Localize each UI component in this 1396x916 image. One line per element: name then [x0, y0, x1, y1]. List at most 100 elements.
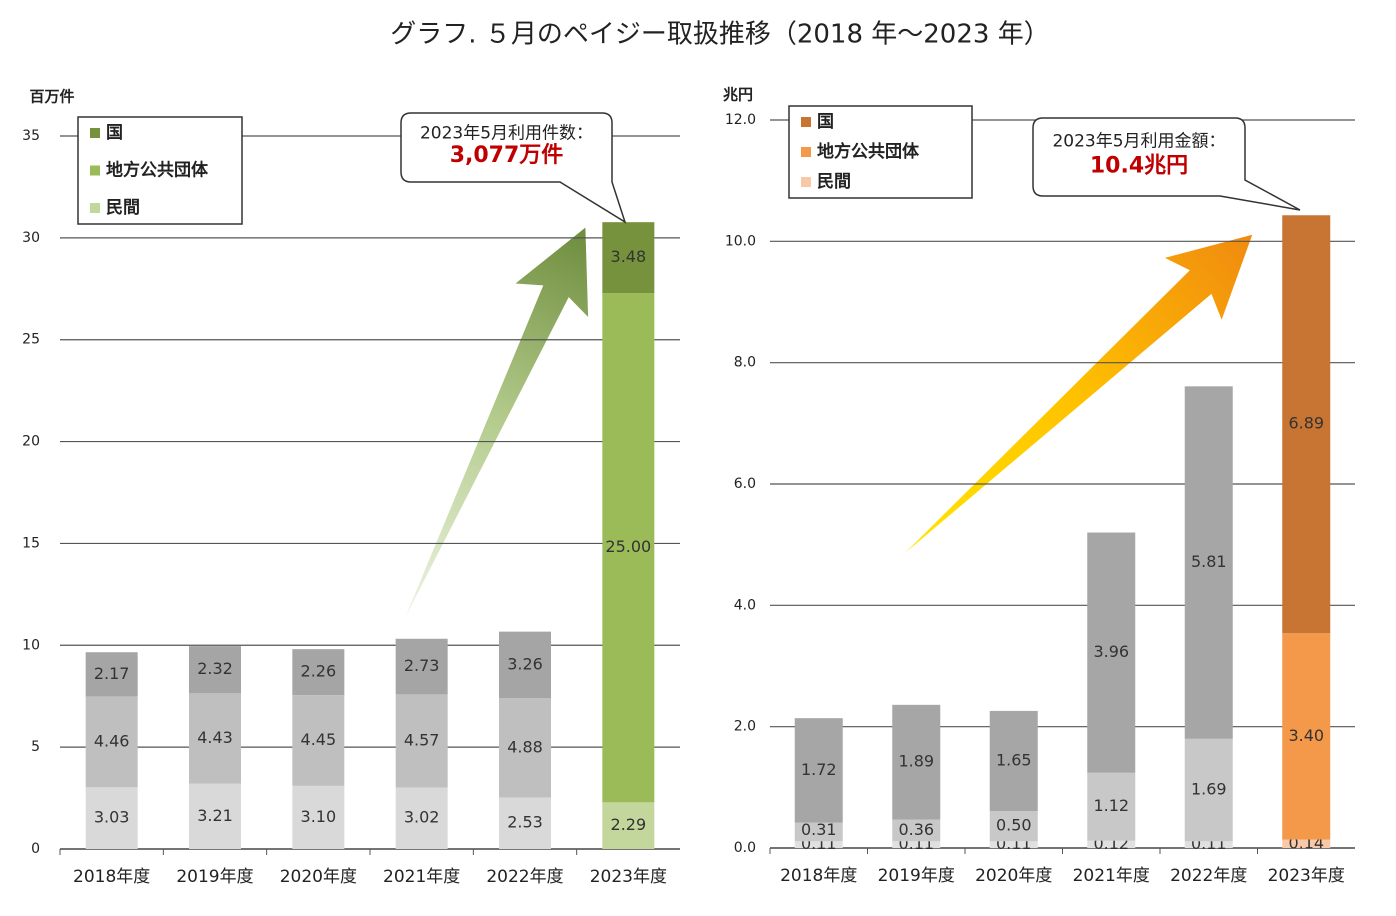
- x-tick-label: 2023年度: [590, 867, 667, 887]
- bar-segment: [1184, 386, 1233, 739]
- bar-segment: [794, 841, 843, 848]
- bar-segment: [499, 797, 551, 849]
- y-tick-label: 15: [22, 535, 40, 551]
- bar-segment: [794, 718, 843, 823]
- data-label: 5.81: [1191, 552, 1227, 571]
- y-tick-label: 4.0: [734, 597, 756, 613]
- data-label: 4.45: [301, 730, 337, 749]
- data-label: 0.50: [996, 816, 1032, 835]
- annotation-value: 10.4兆円: [1090, 153, 1188, 178]
- bar-segment: [1184, 738, 1233, 842]
- data-label: 2.17: [94, 664, 130, 683]
- data-label: 2.29: [611, 815, 647, 834]
- y-tick-label: 2.0: [734, 719, 756, 735]
- data-label: 4.88: [507, 737, 543, 756]
- data-label: 3.21: [197, 806, 233, 825]
- data-label: 4.43: [197, 728, 233, 747]
- bar-segment: [1282, 633, 1331, 840]
- data-label: 6.89: [1288, 414, 1324, 433]
- y-tick-label: 20: [22, 434, 40, 450]
- data-label: 1.89: [898, 752, 934, 771]
- bar-segment: [189, 646, 241, 694]
- bar-segment: [1282, 215, 1331, 634]
- bar-segment: [395, 694, 448, 788]
- data-label: 0.31: [801, 820, 837, 839]
- data-label: 3.96: [1093, 642, 1129, 661]
- y-tick-label: 0.0: [734, 840, 756, 856]
- bar-segment: [989, 810, 1038, 842]
- x-tick-label: 2019年度: [878, 866, 955, 886]
- legend-label: 国: [817, 112, 834, 132]
- data-label: 1.69: [1191, 780, 1227, 799]
- bar-segment: [1087, 532, 1136, 773]
- bar-segment: [602, 222, 655, 294]
- data-label: 2.53: [507, 813, 543, 832]
- legend-box: [77, 116, 243, 225]
- annotation: 2023年5月利用件数：: [420, 124, 593, 144]
- data-label: 4.57: [404, 730, 440, 749]
- data-label: 3.48: [611, 247, 647, 266]
- data-label: 1.12: [1093, 796, 1129, 815]
- data-label: 3.02: [404, 808, 440, 827]
- x-tick-label: 2018年度: [780, 866, 857, 886]
- bar-segment: [892, 819, 941, 842]
- legend-swatch: [90, 203, 100, 213]
- data-label: 3.03: [94, 808, 130, 827]
- y-tick-label: 6.0: [734, 476, 756, 492]
- bar-segment: [85, 787, 138, 849]
- bar-segment: [1184, 841, 1233, 848]
- legend-box: [788, 105, 973, 199]
- y-tick-label: 12.0: [725, 112, 756, 128]
- data-label: 3.26: [507, 654, 543, 673]
- bar-segment: [85, 696, 138, 788]
- y-tick-label: 10.0: [725, 233, 756, 249]
- data-label: 2.32: [197, 659, 233, 678]
- data-label: 1.72: [801, 760, 837, 779]
- y-tick-label: 5: [31, 739, 40, 755]
- annotation-value: 3,077万件: [450, 143, 564, 168]
- data-label: 3.40: [1288, 726, 1324, 745]
- x-tick-label: 2022年度: [1170, 866, 1247, 886]
- y-tick-label: 25: [22, 332, 40, 348]
- bar-segment: [989, 841, 1038, 848]
- x-tick-label: 2018年度: [73, 867, 150, 887]
- data-label: 0.36: [898, 820, 934, 839]
- bar-segment: [892, 841, 941, 848]
- bar-segment: [499, 698, 551, 798]
- bar-segment: [395, 638, 448, 695]
- legend-swatch: [801, 177, 811, 187]
- data-label: 1.65: [996, 750, 1032, 769]
- bar-segment: [1282, 839, 1331, 848]
- bar-segment: [189, 693, 241, 784]
- bar-segment: [85, 652, 138, 697]
- page-title: グラフ. ５月のペイジー取扱推移（2018 年～2023 年）: [390, 20, 1049, 50]
- data-label: 3.10: [301, 807, 337, 826]
- legend-label: 国: [106, 123, 123, 143]
- bar-segment: [499, 631, 551, 699]
- x-tick-label: 2019年度: [176, 867, 253, 887]
- callout-box: [400, 112, 627, 224]
- legend-label: 民間: [817, 172, 851, 192]
- legend-swatch: [801, 117, 811, 127]
- bar-segment: [602, 293, 655, 803]
- bar-segment: [292, 695, 345, 786]
- legend-swatch: [801, 147, 811, 157]
- bar-segment: [292, 649, 345, 696]
- bar-segment: [892, 704, 941, 820]
- growth-arrow: [405, 227, 589, 618]
- x-tick-label: 2021年度: [383, 867, 460, 887]
- data-label: 2.73: [404, 656, 440, 675]
- bar-segment: [602, 802, 655, 849]
- y-tick-label: 10: [22, 637, 40, 653]
- y-tick-label: 30: [22, 230, 40, 246]
- bar-segment: [189, 783, 241, 849]
- callout-box: [1032, 117, 1301, 211]
- y-tick-label: 0: [31, 841, 40, 857]
- x-tick-label: 2023年度: [1268, 866, 1345, 886]
- bar-segment: [395, 787, 448, 849]
- legend-label: 地方公共団体: [817, 141, 920, 162]
- x-tick-label: 2020年度: [280, 867, 357, 887]
- y-tick-label: 8.0: [734, 355, 756, 371]
- bar-segment: [1087, 772, 1136, 841]
- y-axis-title: 兆円: [723, 86, 753, 104]
